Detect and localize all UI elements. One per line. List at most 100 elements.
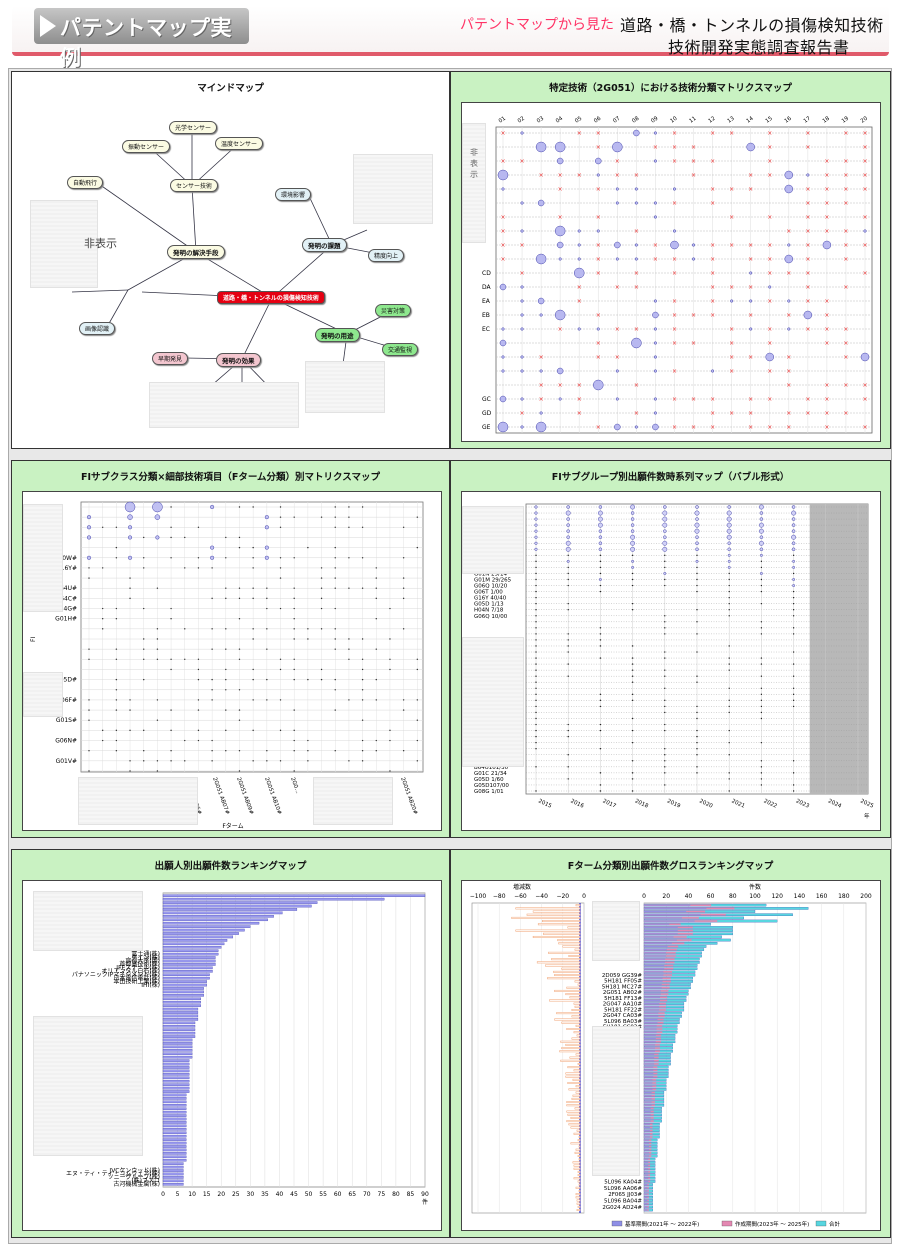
- empty-mark: ×: [672, 270, 677, 277]
- category-label: エヌ・ティ・ティ・コムウェア(株): [66, 1170, 160, 1178]
- bubble: [653, 159, 657, 163]
- bar-base: [644, 1209, 648, 1211]
- empty-mark: ×: [805, 214, 810, 221]
- row-label: G01C 21/34: [474, 771, 507, 777]
- bubble: [567, 723, 569, 726]
- bubble: [792, 565, 796, 569]
- row-label: G05D107/00: [474, 783, 509, 789]
- bubble: [279, 506, 282, 508]
- empty-mark: ×: [577, 172, 582, 179]
- bubble: [728, 657, 730, 659]
- bar-change: [573, 1164, 581, 1167]
- mindmap-panel: マインドマップ 光学センサー 振動セン: [11, 71, 450, 449]
- bubble: [792, 578, 796, 581]
- bubble: [749, 327, 753, 331]
- bubble: [792, 651, 795, 653]
- x-tick-label: 15: [203, 1191, 211, 1198]
- bar-change: [566, 1120, 581, 1123]
- bubble: [170, 617, 172, 620]
- row-label: G05D 1/13: [474, 602, 504, 608]
- bubble: [211, 597, 213, 600]
- col-label: 04: [555, 115, 565, 124]
- empty-mark: ×: [634, 228, 639, 235]
- hidden-area: [23, 672, 63, 717]
- bubble: [567, 602, 569, 605]
- bubble: [225, 749, 227, 752]
- col-label: 20: [860, 115, 870, 124]
- legend-swatch: [721, 1220, 733, 1227]
- empty-mark: ×: [520, 242, 525, 249]
- right-tick-label: 160: [816, 893, 828, 900]
- bubble: [860, 352, 870, 362]
- bar-base: [644, 1168, 649, 1170]
- empty-mark: ×: [596, 340, 601, 347]
- bar: [162, 908, 298, 911]
- bubble: [334, 557, 336, 559]
- bubble: [631, 778, 634, 780]
- empty-mark: ×: [596, 144, 601, 151]
- bubble-timeseries-title: FIサブグループ別出願件数時系列マップ（バブル形式）: [551, 472, 790, 483]
- bar-base: [644, 1034, 656, 1036]
- category-label: オリエンタル白石(株): [101, 967, 160, 975]
- bubble: [348, 648, 350, 650]
- bubble: [537, 297, 545, 305]
- bubble: [598, 535, 603, 539]
- row-label: H04N 7/18: [474, 608, 504, 614]
- bubble: [760, 663, 763, 665]
- node-auto-flight: 自動飛行: [67, 176, 104, 189]
- bar-change: [577, 1180, 581, 1183]
- bar: [162, 1155, 187, 1159]
- empty-mark: ×: [862, 144, 867, 151]
- bubble: [539, 411, 543, 415]
- empty-mark: ×: [710, 410, 715, 417]
- bubble: [728, 669, 730, 671]
- bar: [162, 942, 225, 946]
- bubble: [577, 229, 581, 233]
- bubble: [279, 567, 282, 569]
- bubble: [792, 663, 795, 665]
- col-label: 19: [841, 115, 851, 124]
- bubble: [266, 597, 268, 600]
- bubble: [787, 299, 791, 303]
- bubble: [520, 397, 524, 401]
- bubble: [727, 547, 731, 552]
- hidden-area: [30, 200, 98, 288]
- bar: [162, 918, 268, 922]
- bar-change: [515, 907, 581, 910]
- bubble: [597, 510, 603, 516]
- row-label: G16Y#: [56, 565, 77, 572]
- bar: [162, 894, 426, 897]
- hidden-area: [462, 637, 524, 767]
- empty-mark: ×: [729, 186, 734, 193]
- bubble: [170, 506, 172, 508]
- row-label: G05D#: [55, 677, 77, 684]
- bubble: [791, 505, 796, 509]
- bar-change: [575, 1148, 581, 1151]
- empty-mark: ×: [805, 410, 810, 417]
- bubble: [791, 517, 796, 521]
- bubble: [664, 675, 666, 677]
- bar-change: [568, 1088, 581, 1091]
- bubble: [727, 541, 731, 546]
- bubble: [361, 749, 364, 752]
- bar-base: [644, 1101, 652, 1103]
- bubble: [143, 729, 145, 732]
- bubble: [727, 559, 731, 563]
- empty-mark: ×: [596, 256, 601, 263]
- empty-mark: ×: [500, 158, 505, 165]
- empty-mark: ×: [653, 242, 658, 249]
- bubble: [238, 749, 241, 752]
- legend-label: 基準期間(2021年 〜 2022年): [625, 1220, 699, 1228]
- bubble: [348, 506, 350, 508]
- bubble: [760, 560, 763, 563]
- bubble: [792, 627, 795, 629]
- bubble: [320, 516, 323, 518]
- hidden-area: [149, 382, 299, 428]
- bar-base: [644, 1028, 657, 1030]
- bubble: [252, 638, 254, 640]
- bar: [162, 1076, 190, 1080]
- bubble: [197, 709, 200, 711]
- bar: [162, 1141, 187, 1145]
- empty-mark: ×: [843, 410, 848, 417]
- bubble: [664, 633, 666, 635]
